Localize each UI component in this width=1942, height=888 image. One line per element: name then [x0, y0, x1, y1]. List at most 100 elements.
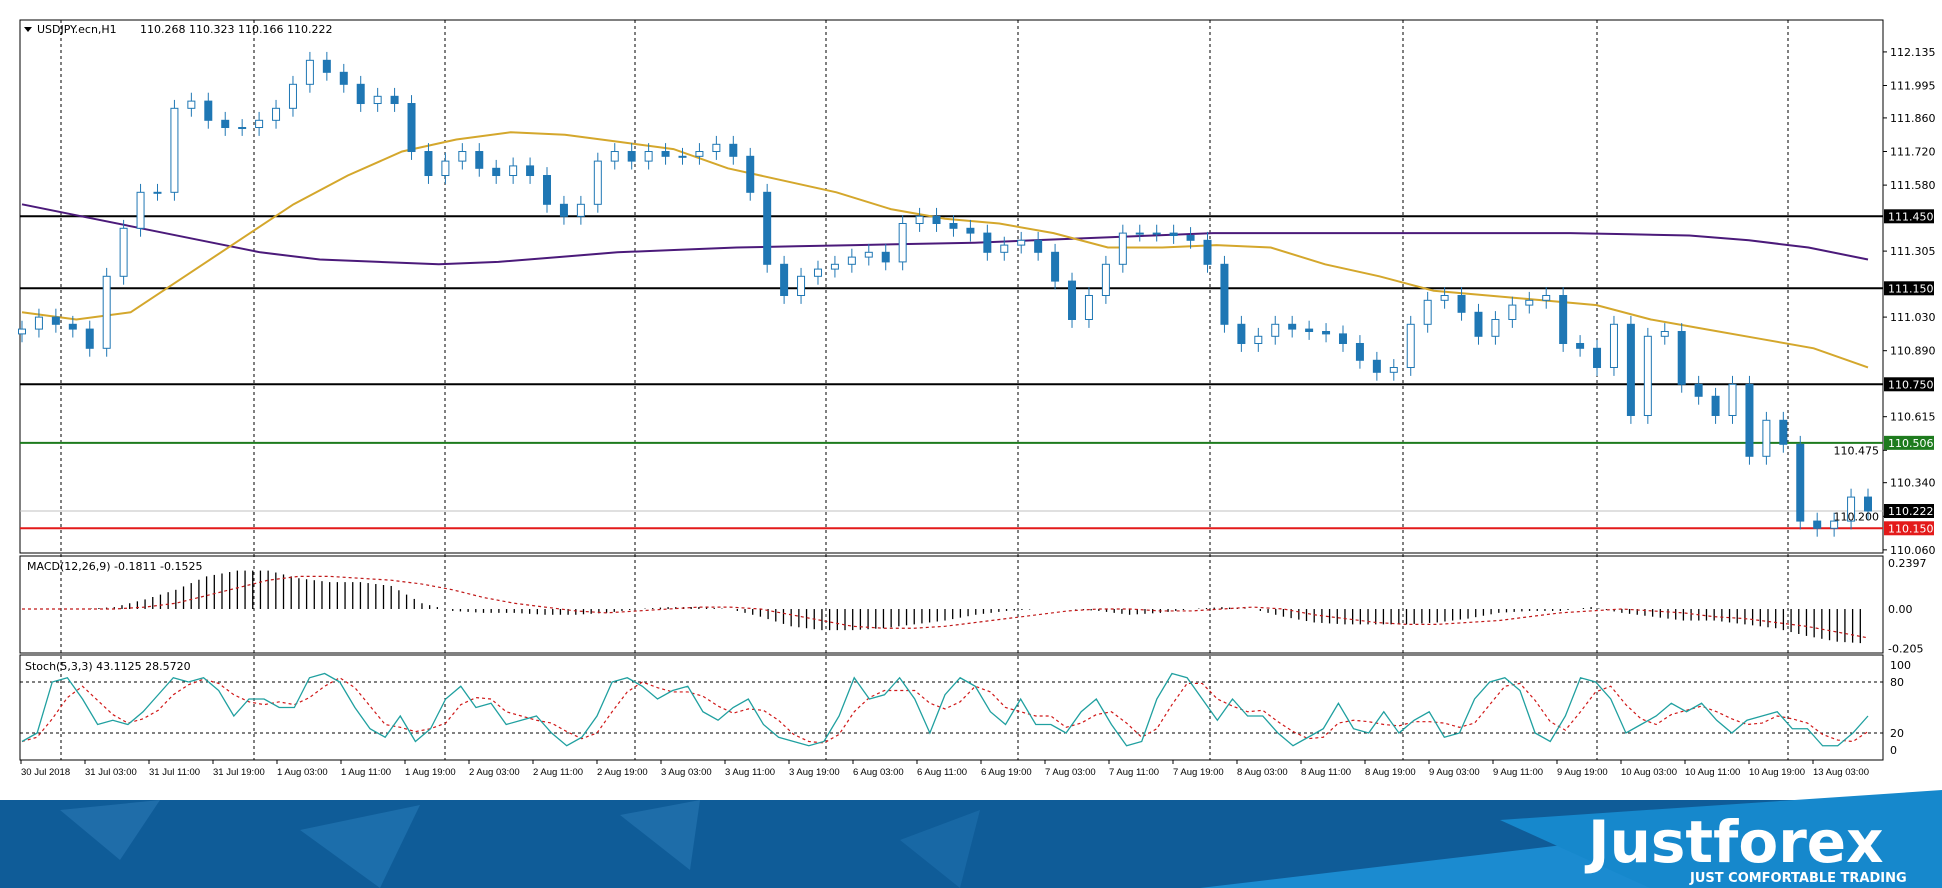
macd-tick-label: 0.00 [1888, 603, 1913, 616]
candle [1034, 239, 1043, 253]
candle [847, 256, 856, 265]
candle [1372, 359, 1381, 373]
candle [458, 151, 467, 162]
price-tick-label: 111.995 [1890, 80, 1936, 93]
level-label-bg [1884, 504, 1934, 519]
ma-slow-line [21, 203, 1869, 266]
candle [170, 107, 179, 193]
candle [288, 83, 297, 109]
level-label: 110.506 [1888, 437, 1934, 450]
candle [407, 103, 416, 153]
candle [1525, 299, 1534, 306]
candle [1813, 520, 1822, 529]
time-tick-label: 8 Aug 03:00 [1237, 767, 1288, 778]
time-tick-label: 31 Jul 11:00 [149, 767, 200, 778]
time-tick-label: 9 Aug 11:00 [1493, 767, 1543, 778]
candle [322, 59, 331, 73]
time-tick-label: 6 Aug 03:00 [853, 767, 904, 778]
time-tick-label: 31 Jul 03:00 [85, 767, 137, 778]
candle [1186, 235, 1195, 241]
time-tick-label: 6 Aug 19:00 [981, 767, 1032, 778]
candle [1169, 232, 1178, 237]
candle [1745, 383, 1754, 457]
price-tick-label: 110.340 [1890, 477, 1936, 490]
candle [18, 328, 26, 335]
macd-tick-label: 0.2397 [1888, 557, 1927, 570]
candle [576, 203, 585, 217]
candle [51, 316, 60, 325]
candle [1338, 333, 1347, 344]
logo-tagline: JUST COMFORTABLE TRADING [1689, 871, 1907, 886]
candle [1762, 419, 1771, 457]
candle [830, 263, 839, 270]
time-tick-label: 10 Aug 11:00 [1685, 767, 1740, 778]
candle [238, 127, 247, 130]
macd-tick-label: -0.205 [1888, 642, 1923, 655]
macd-signal-line [22, 575, 1869, 639]
time-tick-label: 2 Aug 19:00 [597, 767, 648, 778]
time-tick-label: 13 Aug 03:00 [1813, 767, 1869, 778]
candle [729, 143, 738, 157]
candle [1203, 239, 1212, 265]
time-tick-label: 7 Aug 11:00 [1109, 767, 1159, 778]
candle [492, 167, 501, 177]
candle [1118, 232, 1127, 265]
candle [1542, 294, 1551, 301]
symbol-title: USDJPY.ecn,H1 [37, 23, 117, 36]
candle [983, 232, 992, 253]
candle [543, 175, 552, 205]
candle [1711, 395, 1720, 416]
candle [85, 328, 94, 349]
candle [1423, 299, 1432, 325]
macd-panel[interactable] [19, 555, 1884, 654]
price-panel[interactable] [19, 19, 1884, 554]
candle [1440, 294, 1449, 301]
time-tick-label: 8 Aug 11:00 [1301, 767, 1351, 778]
candle [1576, 342, 1585, 349]
candle [475, 151, 484, 169]
ohlc-readout: 110.268 110.323 110.166 110.222 [140, 23, 332, 36]
candle [559, 203, 568, 217]
candle [1355, 342, 1364, 361]
candle [1271, 323, 1280, 337]
candle [1389, 366, 1398, 373]
stoch-tick-label: 20 [1890, 727, 1904, 740]
candle [1457, 294, 1466, 313]
candle [1474, 311, 1483, 337]
candle [678, 155, 687, 158]
candle [593, 160, 602, 205]
candle [695, 151, 704, 157]
candle [746, 155, 755, 193]
candle [966, 227, 975, 234]
level-label: 110.222 [1888, 505, 1934, 518]
candle [1508, 304, 1517, 320]
candle [221, 119, 230, 129]
time-tick-label: 30 Jul 2018 [21, 767, 70, 778]
level-label: 111.450 [1888, 210, 1934, 223]
stoch-panel[interactable] [19, 654, 1884, 761]
candle [1796, 443, 1805, 522]
candle [813, 268, 822, 277]
price-tick-label: 111.720 [1890, 146, 1936, 159]
stoch-signal-line [21, 677, 1869, 744]
time-tick-label: 1 Aug 11:00 [341, 767, 391, 778]
candle [272, 107, 281, 121]
price-tick-label: 111.580 [1890, 179, 1936, 192]
justforex-logo: Justforex [1584, 808, 1884, 876]
candle [1406, 323, 1415, 368]
candle [1864, 496, 1872, 512]
branding-banner: Justforex JUST COMFORTABLE TRADING [0, 790, 1942, 888]
time-tick-label: 31 Jul 19:00 [213, 767, 265, 778]
candle [627, 151, 636, 162]
candle [1000, 244, 1009, 253]
candle [1135, 232, 1144, 235]
candle [1830, 520, 1839, 529]
candle [1694, 383, 1703, 397]
candle [949, 223, 958, 229]
time-tick-label: 3 Aug 19:00 [789, 767, 840, 778]
level-label: 111.150 [1888, 282, 1934, 295]
candle [1779, 419, 1788, 445]
candle [102, 275, 111, 349]
chart-menu-triangle-icon[interactable] [24, 27, 32, 32]
